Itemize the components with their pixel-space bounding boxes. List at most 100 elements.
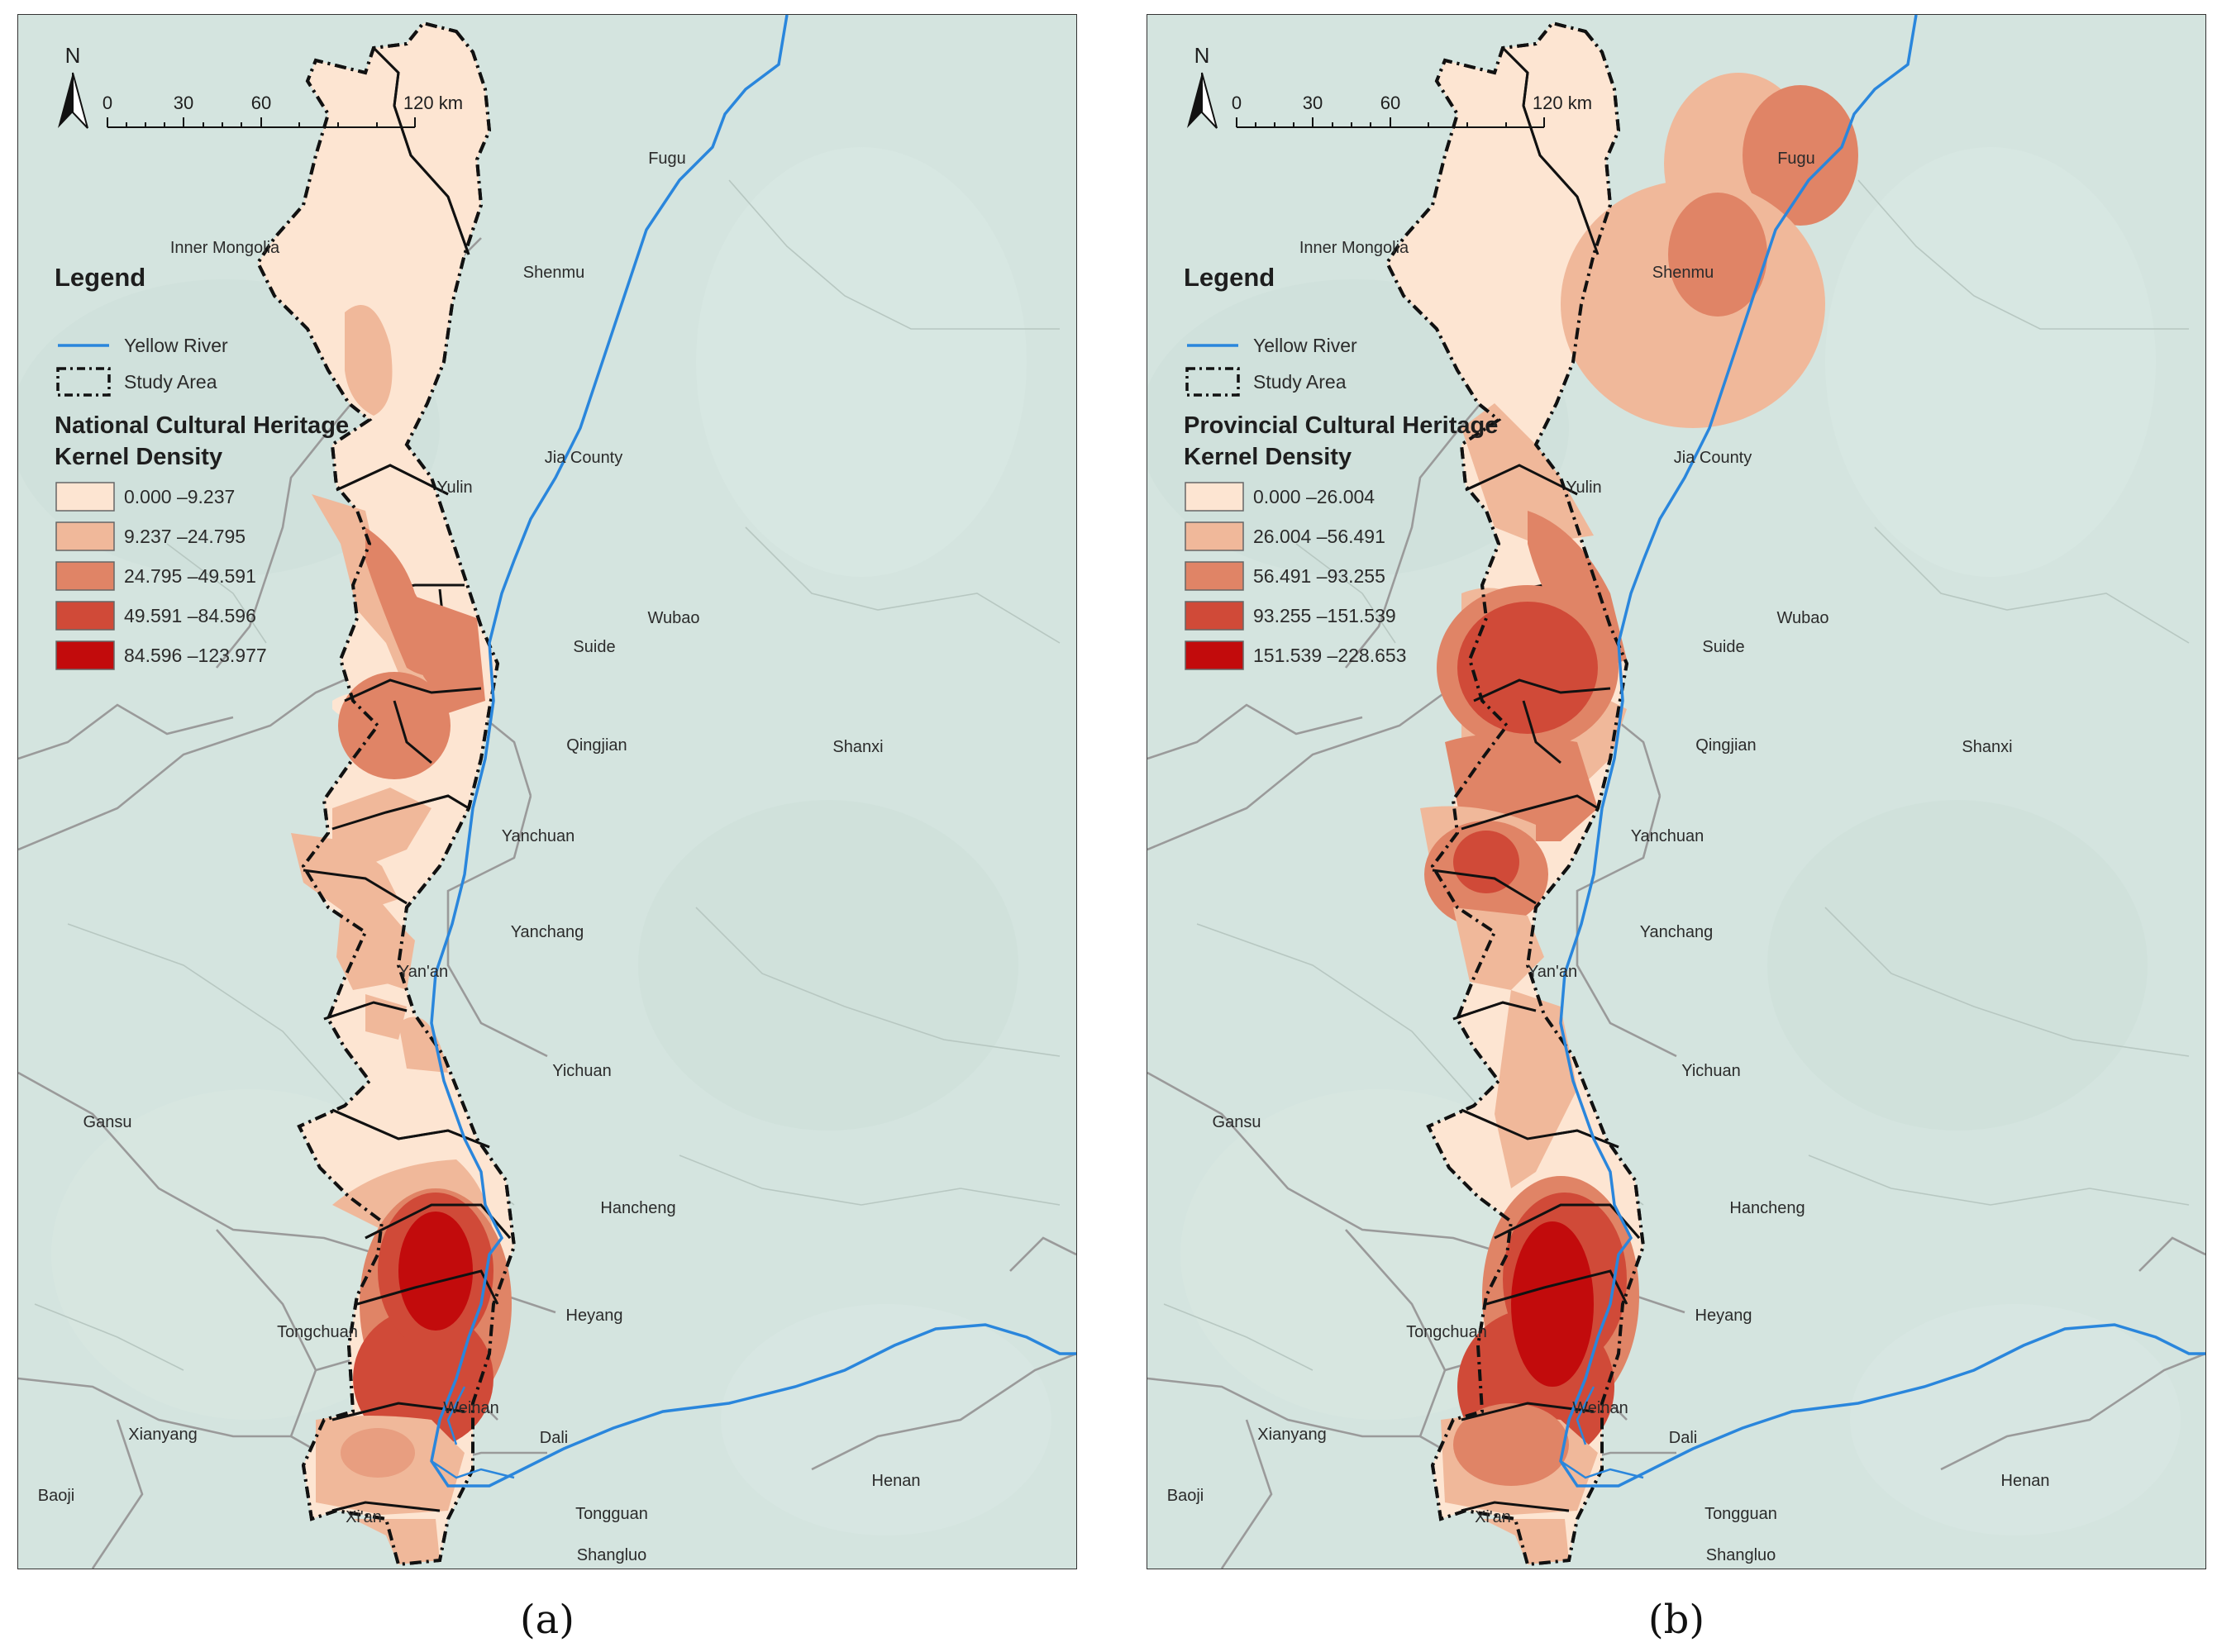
label-wubao: Wubao bbox=[1776, 609, 1828, 627]
svg-text:9.237 –24.795: 9.237 –24.795 bbox=[124, 526, 246, 547]
svg-text:93.255 –151.539: 93.255 –151.539 bbox=[1253, 605, 1396, 626]
label-heyang: Heyang bbox=[566, 1307, 623, 1325]
scale-tick-30: 30 bbox=[1303, 93, 1323, 113]
label-weinan: Weinan bbox=[443, 1399, 498, 1417]
label-yanchuan: Yanchuan bbox=[1631, 827, 1704, 845]
svg-text:49.591 –84.596: 49.591 –84.596 bbox=[124, 605, 256, 626]
panel-label-a: (a) bbox=[520, 1597, 575, 1643]
legend-class-2: 26.004 –56.491 bbox=[1185, 521, 1385, 551]
label-yanan: Yan'an bbox=[1528, 963, 1577, 981]
svg-text:N: N bbox=[65, 43, 81, 68]
svg-text:N: N bbox=[1194, 43, 1210, 68]
label-xian: Xi'an bbox=[346, 1508, 382, 1526]
scale-tick-60: 60 bbox=[251, 93, 271, 113]
svg-text:0.000 –9.237: 0.000 –9.237 bbox=[124, 486, 235, 507]
svg-text:24.795 –49.591: 24.795 –49.591 bbox=[124, 565, 256, 587]
legend-study-label: Study Area bbox=[1253, 371, 1347, 393]
label-qingjian: Qingjian bbox=[1695, 736, 1756, 755]
yellow-river bbox=[430, 14, 1076, 1488]
scale-tick-0: 0 bbox=[1232, 93, 1242, 113]
label-baoji: Baoji bbox=[1167, 1487, 1204, 1505]
scale-bar: 0 30 60 120 km bbox=[103, 93, 463, 128]
place-labels: Fugu Shenmu Jia County Wubao Suide Qingj… bbox=[1167, 150, 2050, 1564]
svg-text:151.539 –228.653: 151.539 –228.653 bbox=[1253, 645, 1406, 666]
label-fugu: Fugu bbox=[648, 150, 686, 168]
study-area-outline bbox=[1385, 21, 1646, 1567]
label-hancheng: Hancheng bbox=[1729, 1199, 1805, 1217]
label-shangluo: Shangluo bbox=[577, 1546, 647, 1564]
label-shanxi: Shanxi bbox=[832, 738, 883, 756]
label-yanchang: Yanchang bbox=[1640, 923, 1714, 941]
yellow-river bbox=[1559, 14, 2205, 1488]
legend-study-swatch bbox=[56, 367, 111, 397]
label-xian: Xi'an bbox=[1475, 1508, 1511, 1526]
legend-class-1: 0.000 –26.004 bbox=[1185, 482, 1375, 512]
density-surface bbox=[1420, 73, 1858, 1564]
label-shangluo: Shangluo bbox=[1706, 1546, 1776, 1564]
legend: Legend Yellow River Study Area Provincia… bbox=[1184, 263, 1498, 670]
svg-text:26.004 –56.491: 26.004 –56.491 bbox=[1253, 526, 1385, 547]
label-hancheng: Hancheng bbox=[600, 1199, 675, 1217]
legend-river-label: Yellow River bbox=[124, 335, 228, 356]
legend-class-2: 9.237 –24.795 bbox=[55, 521, 246, 551]
label-yulin: Yulin bbox=[436, 478, 472, 497]
legend-class-4: 49.591 –84.596 bbox=[55, 601, 256, 631]
label-henan: Henan bbox=[2001, 1472, 2050, 1490]
label-tongchuan: Tongchuan bbox=[1406, 1323, 1487, 1341]
north-arrow-icon: N bbox=[58, 43, 88, 129]
north-arrow-icon: N bbox=[1187, 43, 1218, 129]
legend-class-5: 84.596 –123.977 bbox=[55, 640, 267, 670]
legend-class-3: 24.795 –49.591 bbox=[55, 561, 256, 591]
label-yulin: Yulin bbox=[1566, 478, 1601, 497]
label-xianyang: Xianyang bbox=[1257, 1426, 1326, 1444]
label-weinan: Weinan bbox=[1572, 1399, 1628, 1417]
scale-tick-60: 60 bbox=[1380, 93, 1400, 113]
scale-tick-30: 30 bbox=[174, 93, 193, 113]
label-wubao: Wubao bbox=[647, 609, 699, 627]
svg-text:56.491 –93.255: 56.491 –93.255 bbox=[1253, 565, 1385, 587]
panel-label-b: (b) bbox=[1648, 1597, 1704, 1643]
legend-river-label: Yellow River bbox=[1253, 335, 1357, 356]
legend-density-subtitle: Kernel Density bbox=[55, 444, 222, 470]
svg-text:0.000 –26.004: 0.000 –26.004 bbox=[1253, 486, 1375, 507]
label-suide: Suide bbox=[573, 638, 615, 656]
label-yanchang: Yanchang bbox=[511, 923, 584, 941]
legend-class-5: 151.539 –228.653 bbox=[1185, 640, 1406, 670]
label-dali: Dali bbox=[1669, 1429, 1697, 1447]
scale-bar: 0 30 60 120 km bbox=[1232, 93, 1592, 128]
legend-class-4: 93.255 –151.539 bbox=[1185, 601, 1396, 631]
svg-text:84.596 –123.977: 84.596 –123.977 bbox=[124, 645, 267, 666]
legend-density-subtitle: Kernel Density bbox=[1184, 444, 1352, 470]
label-yichuan: Yichuan bbox=[552, 1062, 612, 1080]
scale-tick-120: 120 km bbox=[1533, 93, 1592, 113]
label-suide: Suide bbox=[1702, 638, 1744, 656]
scale-tick-120: 120 km bbox=[403, 93, 463, 113]
scale-tick-0: 0 bbox=[103, 93, 112, 113]
panel-a: Fugu Shenmu Jia County Wubao Suide Qingj… bbox=[17, 14, 1077, 1569]
label-qingjian: Qingjian bbox=[566, 736, 627, 755]
panel-b: Fugu Shenmu Jia County Wubao Suide Qingj… bbox=[1147, 14, 2206, 1569]
density-surface bbox=[291, 305, 512, 1564]
label-fugu: Fugu bbox=[1777, 150, 1815, 168]
label-gansu: Gansu bbox=[83, 1113, 132, 1131]
study-area-outline bbox=[255, 21, 517, 1567]
label-shenmu: Shenmu bbox=[523, 264, 585, 282]
legend-class-1: 0.000 –9.237 bbox=[55, 482, 235, 512]
label-yanan: Yan'an bbox=[398, 963, 448, 981]
legend: Legend Yellow River Study Area National … bbox=[55, 263, 349, 670]
label-gansu: Gansu bbox=[1213, 1113, 1261, 1131]
label-shenmu: Shenmu bbox=[1652, 264, 1714, 282]
label-jia-county: Jia County bbox=[545, 449, 623, 467]
legend-study-label: Study Area bbox=[124, 371, 217, 393]
label-henan: Henan bbox=[872, 1472, 921, 1490]
label-dali: Dali bbox=[540, 1429, 568, 1447]
label-inner-mongolia: Inner Mongolia bbox=[170, 239, 280, 257]
label-baoji: Baoji bbox=[38, 1487, 74, 1505]
legend-density-title: Provincial Cultural Heritage bbox=[1184, 412, 1498, 439]
label-tongguan: Tongguan bbox=[1704, 1505, 1777, 1523]
legend-study-swatch bbox=[1185, 367, 1240, 397]
legend-title: Legend bbox=[55, 263, 145, 292]
label-heyang: Heyang bbox=[1695, 1307, 1752, 1325]
label-tongchuan: Tongchuan bbox=[277, 1323, 358, 1341]
